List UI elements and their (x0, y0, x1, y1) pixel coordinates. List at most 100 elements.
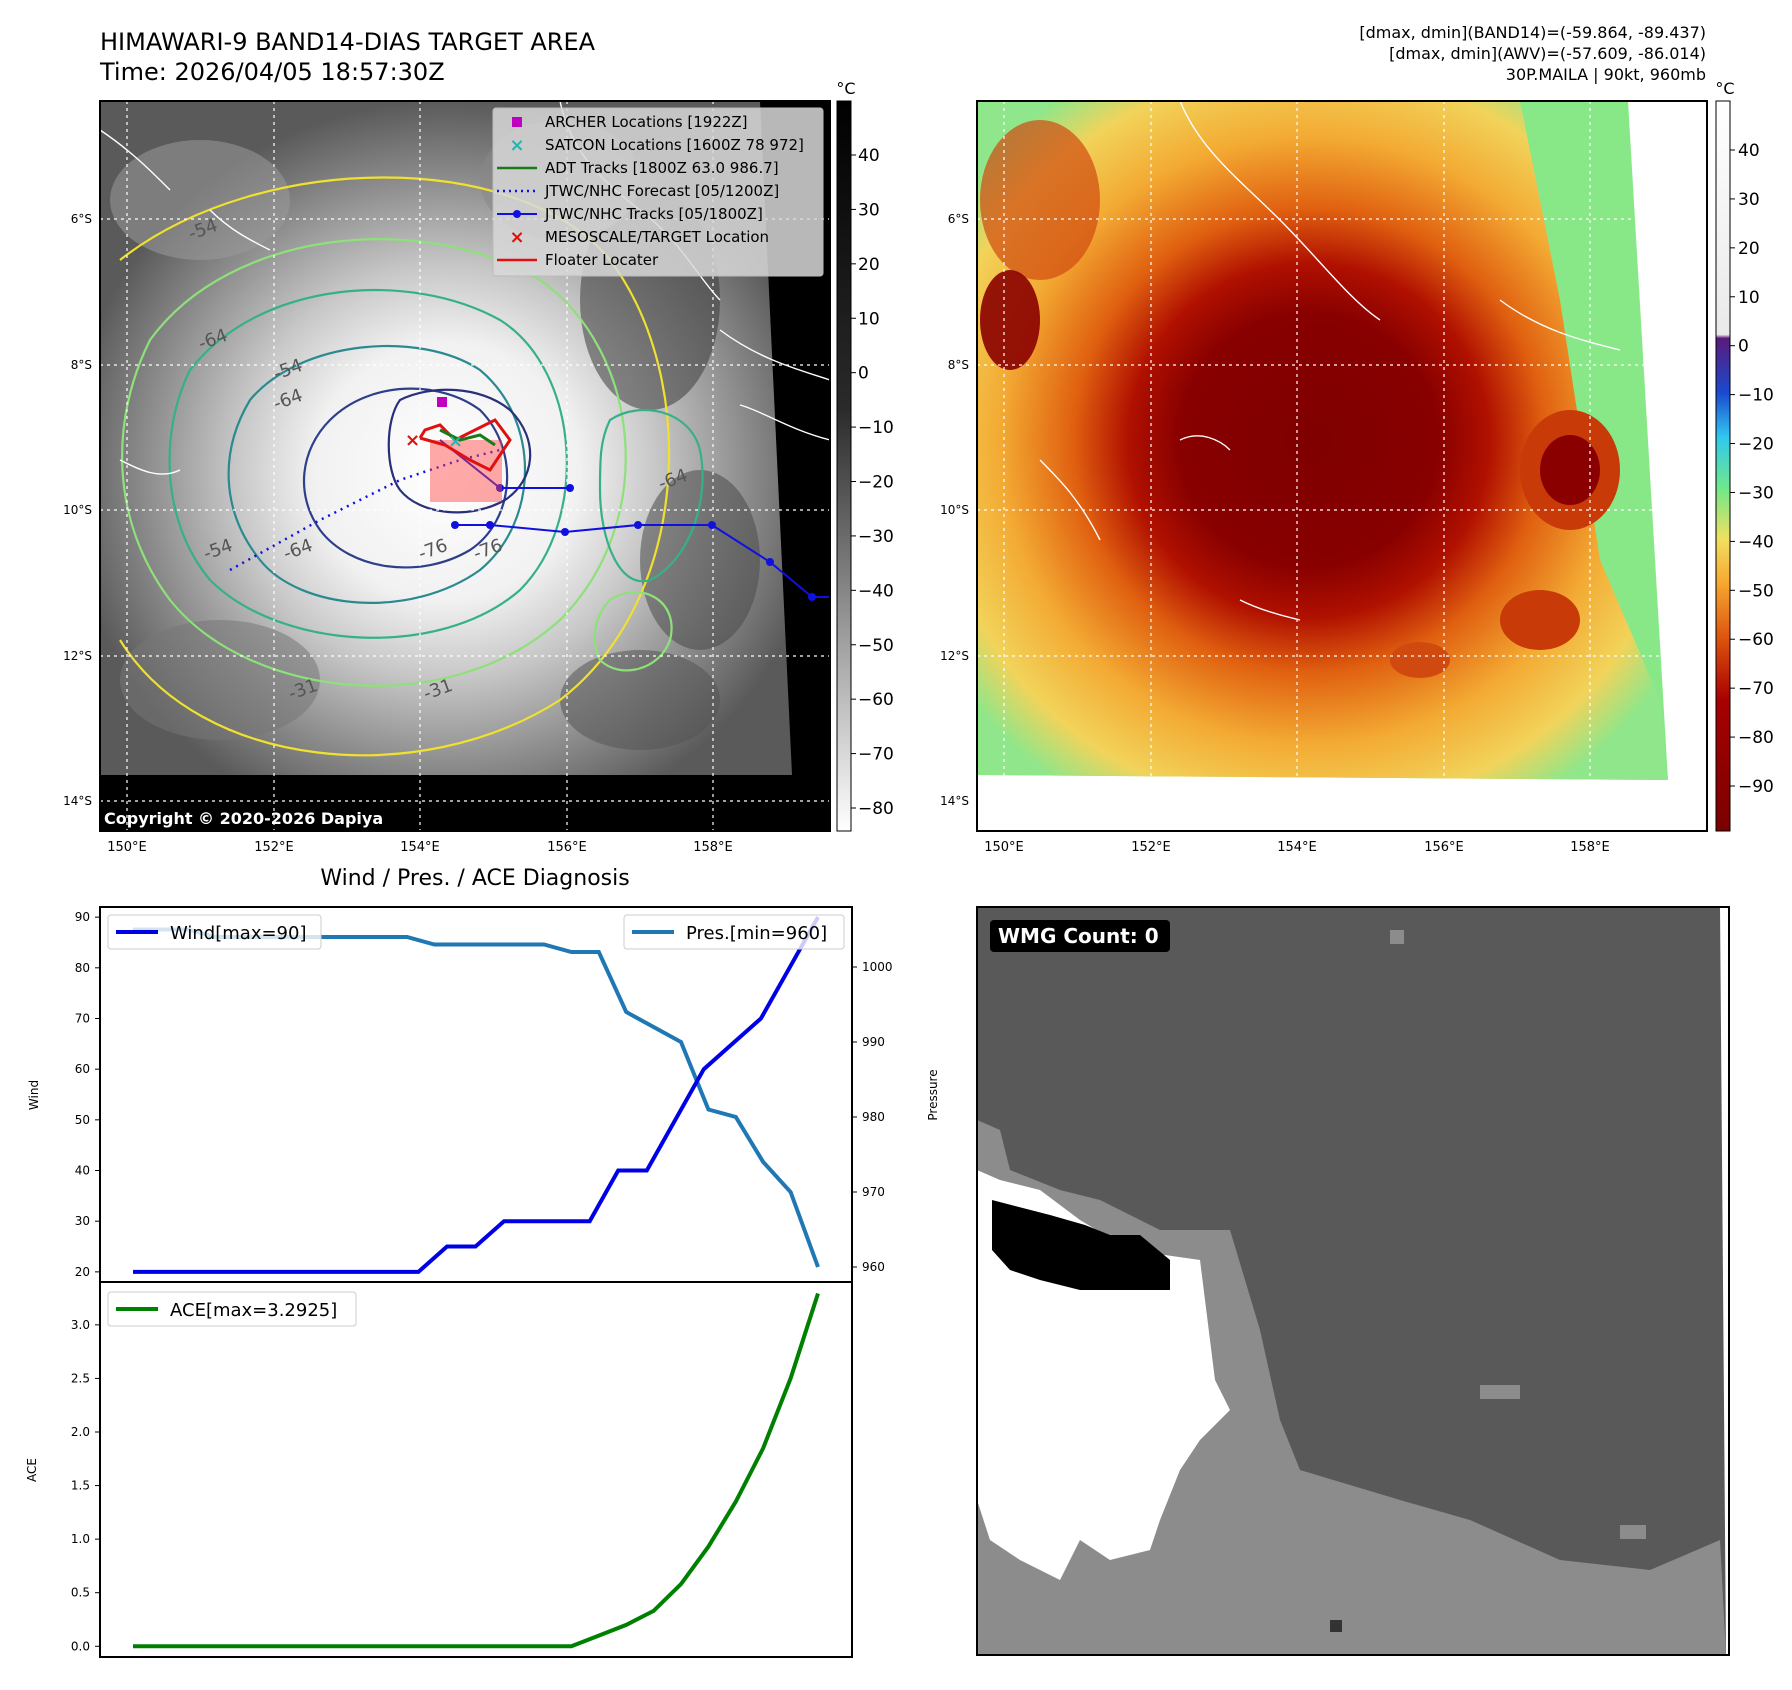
pressure-ytick-label: 980 (862, 1110, 885, 1124)
legend-entry-label: MESOSCALE/TARGET Location (545, 228, 769, 246)
legend-entry-label: ARCHER Locations [1922Z] (545, 113, 748, 131)
gray-colorbar-unit: °C (836, 79, 855, 98)
lat-label: 14°S (940, 794, 969, 808)
legend-entry-label: JTWC/NHC Tracks [05/1800Z] (544, 205, 763, 223)
wind-chart-frame (99, 906, 853, 1283)
gray-colorbar-tick-label: 10 (858, 309, 880, 329)
wind-ytick-label: 20 (75, 1265, 90, 1279)
pressure-ytick-label: 970 (862, 1185, 885, 1199)
color-colorbar-tick-label: 40 (1738, 141, 1760, 161)
wmg-field (977, 907, 1729, 1655)
legend-entry-label: Floater Locater (545, 251, 659, 269)
gray-colorbar-tick-label: −40 (858, 581, 894, 601)
archer-location-marker (437, 397, 447, 407)
gray-colorbar-tick-label: −60 (858, 690, 894, 710)
ace-line (133, 1292, 820, 1649)
lat-label: 12°S (63, 649, 92, 663)
temperature-contours (119, 176, 704, 757)
copyright-text: Copyright © 2020-2026 Dapiya (104, 809, 383, 828)
lat-label: 8°S (71, 358, 92, 372)
ace-chart: ACE 3.0 2.5 2.0 1.5 1.0 0.5 0.0 ACE[max=3.2925… (25, 1281, 853, 1658)
ace-legend: ACE[max=3.2925] (107, 1291, 357, 1327)
color-colorbar-tick-label: −50 (1738, 581, 1774, 601)
wmg-frame (976, 906, 1730, 1656)
gray-colorbar-tick-label: −50 (858, 636, 894, 656)
color-colorbar-ticks: 40 30 20 10 0 −10 −20 −30 −40 −50 −60 −70 −80 −90 (1730, 141, 1774, 797)
ace-ytick-label: 3.0 (71, 1318, 90, 1332)
wmg-count-label: WMG Count: 0 (998, 924, 1159, 948)
gray-colorbar-ticks: 40 30 20 10 0 −10 −20 −30 −40 −50 −60 −70 −80 (851, 146, 894, 819)
color-colorbar-tick-label: −80 (1738, 728, 1774, 748)
gray-colorbar-tick-label: 20 (858, 255, 880, 275)
color-colorbar-tick-label: −40 (1738, 532, 1774, 552)
legend-square-marker (512, 117, 522, 127)
ace-ytick-label: 1.5 (71, 1479, 90, 1493)
color-colorbar-tick-label: −20 (1738, 435, 1774, 455)
wmg-label-bg (990, 920, 1170, 952)
ace-axis-label: ACE (25, 1458, 39, 1482)
lon-label: 150°E (107, 840, 147, 855)
wind-yticks: 90 80 70 60 50 40 30 20 (75, 910, 100, 1279)
legend-dot (513, 210, 521, 218)
copyright-bg (100, 805, 425, 831)
stats-line3: 30P.MAILA | 90kt, 960mb (1506, 65, 1706, 84)
storm-field (977, 101, 1668, 780)
lat-label: 12°S (940, 649, 969, 663)
lat-label: 14°S (63, 794, 92, 808)
target-area-box (430, 440, 502, 502)
pressure-ytick-label: 960 (862, 1260, 885, 1274)
jtwc-track-points (451, 484, 816, 601)
lon-label: 152°E (254, 840, 294, 855)
ace-ytick-label: 2.0 (71, 1425, 90, 1439)
legend-entry-label: SATCON Locations [1600Z 78 972] (545, 136, 804, 154)
lon-label: 156°E (547, 840, 587, 855)
ace-ytick-label: 0.5 (71, 1586, 90, 1600)
stats-line1: [dmax, dmin](BAND14)=(-59.864, -89.437) (1359, 23, 1706, 42)
color-colorbar: °C 40 30 20 10 0 −10 −20 −30 −40 −50 −60 −70 −80 −90 (1715, 79, 1774, 832)
wind-line (133, 916, 820, 1274)
title-line2: Time: 2026/04/05 18:57:30Z (99, 58, 445, 86)
title-line1: HIMAWARI-9 BAND14-DIAS TARGET AREA (100, 28, 596, 56)
map2-gridlines: 150°E 152°E 154°E 156°E 158°E 6°S 8°S 10°S 12°S 1… (940, 101, 1707, 855)
ace-ytick-label: 2.5 (71, 1371, 90, 1385)
gray-colorbar-tick-label: −20 (858, 473, 894, 493)
pressure-ytick-label: 990 (862, 1035, 885, 1049)
pressure-ytick-label: 1000 (862, 960, 893, 974)
ace-ytick-label: 0.0 (71, 1639, 90, 1653)
lat-label: 10°S (63, 503, 92, 517)
color-colorbar-tick-label: −70 (1738, 679, 1774, 699)
wind-pressure-chart: Wind Pressure 90 80 70 60 50 40 30 20 1000 990 98… (27, 906, 940, 1283)
lon-label: 158°E (693, 840, 733, 855)
ace-yticks: 3.0 2.5 2.0 1.5 1.0 0.5 0.0 (71, 1318, 100, 1653)
gray-colorbar-tick-label: −70 (858, 745, 894, 765)
color-colorbar-tick-label: 10 (1738, 288, 1760, 308)
color-colorbar-tick-label: 0 (1738, 337, 1749, 357)
wind-axis-label: Wind (27, 1080, 41, 1110)
lon-label: 154°E (400, 840, 440, 855)
color-colorbar-tick-label: −10 (1738, 386, 1774, 406)
lon-label: 154°E (1277, 840, 1317, 855)
lat-label: 8°S (948, 358, 969, 372)
wind-ytick-label: 70 (75, 1011, 90, 1025)
color-colorbar-tick-label: −30 (1738, 483, 1774, 503)
lat-label: 10°S (940, 503, 969, 517)
lon-label: 156°E (1424, 840, 1464, 855)
wind-legend-label: Wind[max=90] (170, 923, 307, 944)
color-colorbar-tick-label: 30 (1738, 190, 1760, 210)
gray-colorbar-tick-label: −30 (858, 527, 894, 547)
lon-label: 150°E (984, 840, 1024, 855)
gray-colorbar-tick-label: 0 (858, 364, 869, 384)
wind-ytick-label: 40 (75, 1164, 90, 1178)
map2-frame (976, 100, 1708, 832)
color-colorbar-ramp (1715, 100, 1731, 832)
legend-entry-label: JTWC/NHC Forecast [05/1200Z] (544, 182, 779, 200)
wind-ytick-label: 60 (75, 1062, 90, 1076)
pressure-legend-label: Pres.[min=960] (686, 923, 827, 944)
map-frame (99, 100, 831, 832)
color-colorbar-unit: °C (1715, 79, 1734, 98)
ir-gray-map: Copyright © 2020-2026 Dapiya 150°E 152°E 1… (63, 100, 831, 855)
gray-colorbar-tick-label: 40 (858, 146, 880, 166)
gray-colorbar-tick-label: −80 (858, 799, 894, 819)
legend-x-marker: × (509, 227, 524, 248)
